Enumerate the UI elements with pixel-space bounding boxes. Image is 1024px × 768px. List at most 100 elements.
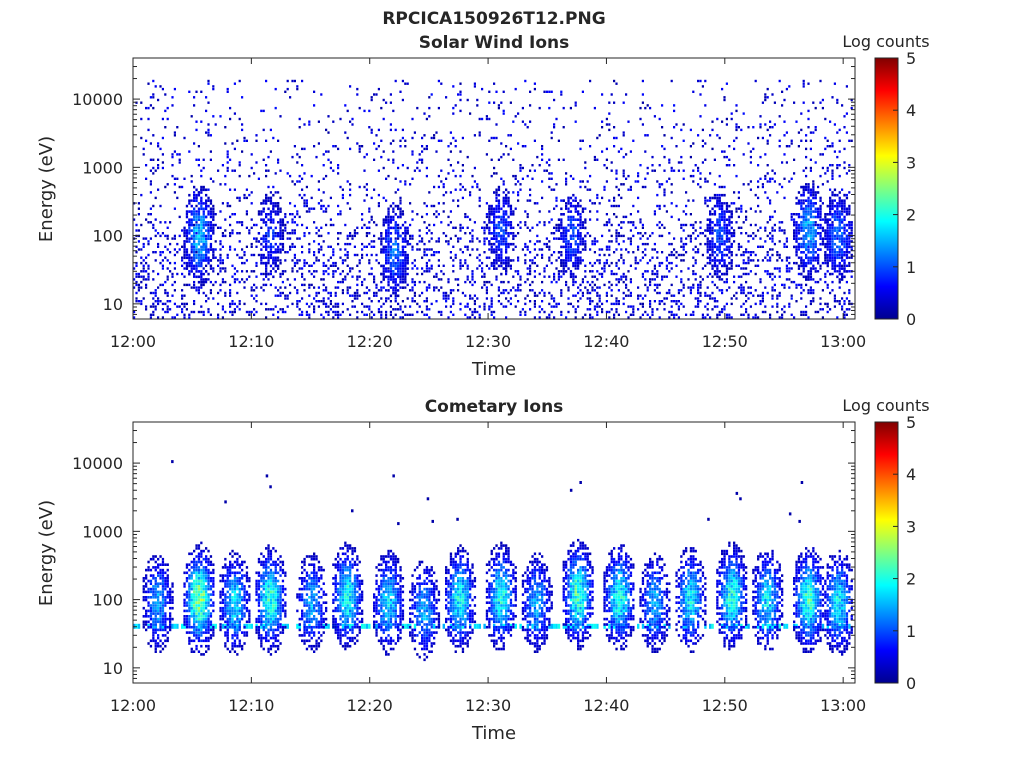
noise-cell [169,270,172,273]
noise-cell [224,267,227,270]
noise-cell [814,106,817,110]
noise-cell [809,147,812,151]
noise-cell [313,90,316,93]
burst-cell [185,232,189,235]
noise-cell [327,272,330,276]
noise-cell [493,261,496,265]
noise-cell [373,313,376,316]
burst-cell [197,193,201,197]
noise-cell [171,153,174,156]
noise-cell [776,294,779,297]
noise-cell [577,286,580,289]
burst-cell [193,213,196,216]
burst-cell [202,226,205,230]
noise-cell [437,289,440,292]
noise-cell [298,215,301,219]
burst-cell [711,221,714,224]
noise-cell [149,213,152,216]
noise-cell [406,297,409,300]
noise-cell [483,272,486,276]
noise-cell [826,145,829,148]
noise-cell [308,251,311,254]
noise-cell [668,310,671,314]
noise-cell [706,286,709,289]
noise-cell [236,305,239,308]
noise-cell [596,218,599,221]
noise-cell [195,120,198,123]
noise-cell [555,204,558,208]
noise-cell [351,275,354,278]
noise-cell [668,177,671,180]
burst-cell [574,234,577,238]
noise-cell [176,272,179,276]
noise-cell [754,253,757,257]
noise-cell [229,289,232,292]
noise-cell [605,261,608,265]
noise-cell [723,280,726,284]
noise-cell [421,240,424,243]
burst-cell [579,259,582,262]
burst-cell [572,223,575,227]
noise-cell [819,267,822,270]
noise-cell [581,226,584,229]
noise-cell [149,104,152,107]
noise-cell [411,150,414,153]
noise-cell [488,117,491,121]
noise-cell [229,215,232,219]
noise-cell [286,87,289,91]
noise-cell [392,158,395,161]
burst-cell [490,207,493,211]
burst-cell [716,204,719,208]
noise-cell [421,267,424,270]
noise-cell [380,305,383,308]
noise-cell [332,169,335,172]
burst-cell [195,261,198,265]
burst-cell [200,275,203,279]
noise-cell [514,87,517,91]
noise-cell [651,278,654,281]
noise-cell [536,234,539,238]
burst-cell [716,237,719,240]
noise-cell [188,270,191,273]
burst-cell [569,234,573,238]
noise-cell [377,204,380,208]
noise-cell [550,253,553,257]
burst-cell [260,256,263,260]
burst-cell [569,256,573,260]
burst-cell [723,253,726,257]
noise-cell [346,237,349,240]
noise-cell [668,261,671,265]
noise-cell [740,204,743,208]
burst-cell [723,248,726,251]
noise-cell [605,245,608,248]
noise-cell [764,123,767,126]
noise-cell [442,193,445,197]
noise-cell [423,270,426,273]
noise-cell [721,278,724,281]
noise-cell [197,145,200,148]
noise-cell [812,297,815,300]
noise-cell [689,313,692,316]
noise-cell [284,297,287,300]
noise-cell [399,145,402,148]
noise-cell [317,202,320,205]
noise-cell [795,283,798,287]
noise-cell [358,150,361,153]
noise-cell [181,229,184,232]
noise-cell [385,289,388,292]
noise-cell [565,207,568,210]
noise-cell [315,226,318,229]
noise-cell [135,291,138,295]
noise-cell [334,302,337,306]
noise-cell [785,145,788,148]
noise-cell [605,310,608,314]
noise-cell [236,291,239,295]
noise-cell [418,305,421,308]
noise-cell [169,300,172,303]
noise-cell [831,174,834,178]
noise-cell [327,232,330,235]
noise-cell [716,117,719,121]
noise-cell [365,245,368,248]
noise-cell [317,242,320,246]
noise-cell [653,210,656,213]
